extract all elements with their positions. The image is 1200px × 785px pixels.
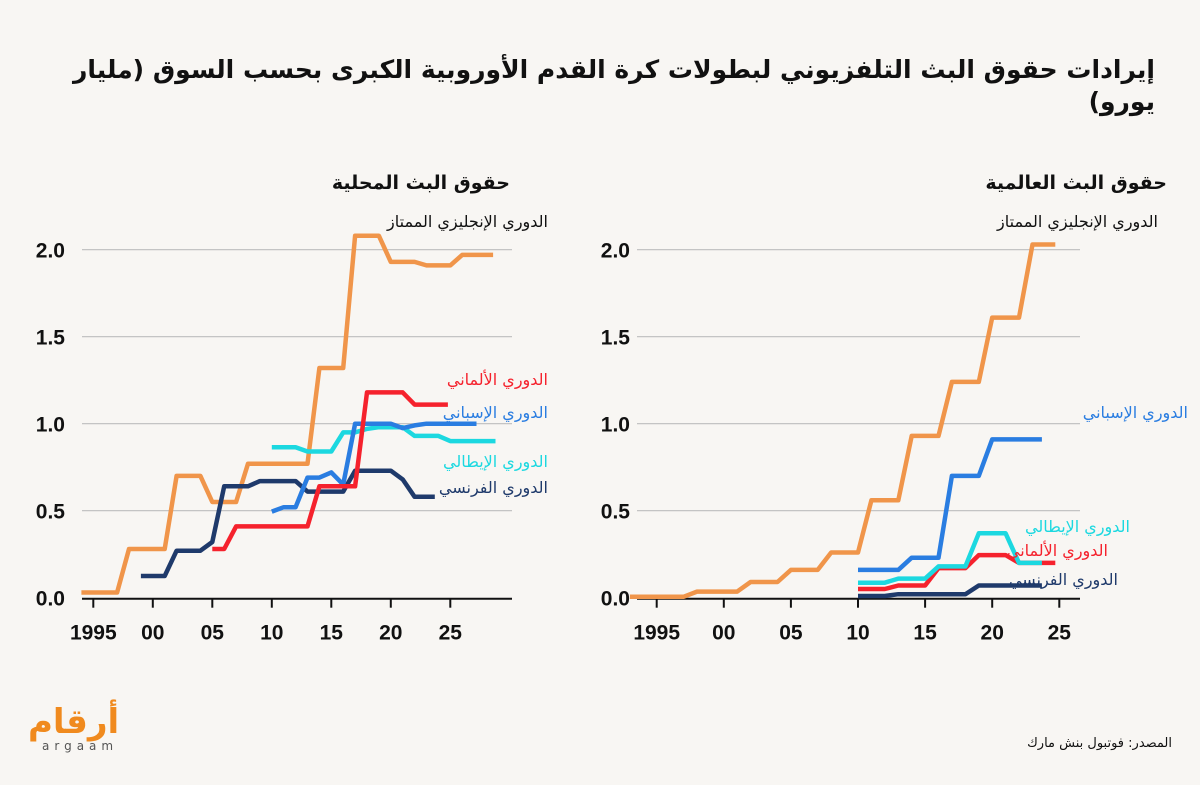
y-tick-label: 1.0 — [36, 414, 65, 437]
series-line-laliga — [858, 437, 1042, 573]
x-tick-label: 1995 — [633, 622, 680, 645]
x-tick-label: 1995 — [70, 622, 117, 645]
series-line-epl — [81, 233, 494, 595]
series-line-bundesliga — [212, 390, 448, 552]
series-line-seriea — [858, 531, 1042, 585]
series-label-epl: الدوري الإنجليزي الممتاز — [387, 212, 548, 231]
series-label-bundesliga: الدوري الألماني — [446, 370, 548, 389]
series-line-ligue1 — [140, 468, 435, 579]
x-tick-label: 00 — [712, 622, 735, 645]
x-tick-label: 10 — [260, 622, 283, 645]
y-tick-label: 1.0 — [601, 414, 630, 437]
y-tick-label: 0.5 — [601, 501, 631, 524]
series-line-ligue1 — [858, 583, 1042, 599]
y-tick-label: 1.5 — [601, 327, 631, 350]
y-tick-label: 2.0 — [601, 240, 630, 263]
source-note: المصدر: فوتبول بنش مارك — [1027, 736, 1172, 751]
x-tick-label: 05 — [779, 622, 803, 645]
logo-latin: argaam — [42, 739, 119, 753]
series-label-epl: الدوري الإنجليزي الممتاز — [997, 212, 1158, 231]
series-label-ligue1: الدوري الفرنسي — [1008, 570, 1118, 589]
x-tick-label: 10 — [846, 622, 869, 645]
panel-title-international: حقوق البث العالمية — [985, 172, 1167, 194]
series-label-laliga: الدوري الإسباني — [1082, 403, 1188, 422]
y-tick-label: 0.5 — [36, 501, 66, 524]
x-tick-label: 15 — [320, 622, 344, 645]
y-tick-label: 0.0 — [601, 588, 630, 611]
y-tick-label: 2.0 — [36, 240, 65, 263]
series-label-seriea: الدوري الإيطالي — [442, 452, 548, 471]
x-tick-label: 25 — [439, 622, 463, 645]
x-tick-label: 00 — [141, 622, 164, 645]
x-tick-label: 05 — [201, 622, 225, 645]
y-tick-label: 0.0 — [36, 588, 65, 611]
series-line-laliga — [271, 421, 477, 514]
y-tick-label: 1.5 — [36, 327, 66, 350]
panel-title-domestic: حقوق البث المحلية — [331, 172, 510, 194]
series-label-ligue1: الدوري الفرنسي — [438, 478, 548, 497]
series-label-laliga: الدوري الإسباني — [442, 403, 548, 422]
x-tick-label: 25 — [1048, 622, 1072, 645]
x-tick-label: 20 — [379, 622, 402, 645]
series-line-seriea — [271, 424, 496, 454]
series-label-bundesliga: الدوري الألماني — [1006, 541, 1108, 560]
series-label-seriea: الدوري الإيطالي — [1024, 517, 1130, 536]
x-tick-label: 20 — [981, 622, 1004, 645]
chart-title: إيرادات حقوق البث التلفزيوني لبطولات كرة… — [73, 55, 1155, 116]
logo-arabic: أرقام — [28, 702, 120, 742]
argaam-logo: أرقام argaam — [28, 705, 119, 753]
series-line-epl — [629, 242, 1056, 600]
x-tick-label: 15 — [913, 622, 937, 645]
